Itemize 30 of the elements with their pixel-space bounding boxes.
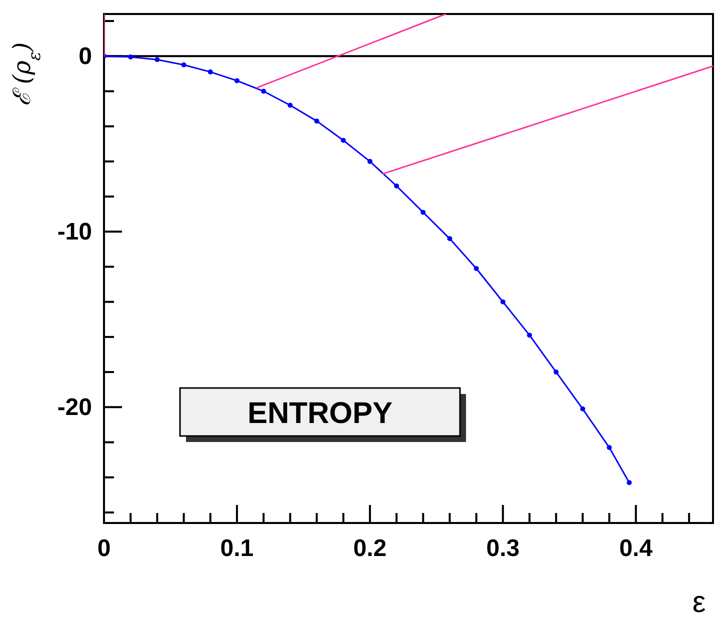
x-tick-label: 0: [97, 535, 111, 562]
y-tick-label: -20: [57, 394, 92, 422]
point: [554, 370, 559, 375]
point: [447, 236, 452, 242]
point: [367, 158, 372, 164]
y-tick-label: 0: [78, 43, 92, 70]
point: [394, 184, 400, 189]
x-tick-label: 0.3: [486, 535, 520, 562]
point: [128, 54, 134, 60]
x-axis-title: ε: [692, 586, 706, 619]
point: [234, 78, 240, 84]
x-tick-label: 0.4: [619, 535, 654, 562]
point: [314, 118, 320, 124]
point: [288, 102, 293, 108]
point: [527, 332, 532, 338]
point: [181, 62, 186, 68]
point: [626, 480, 632, 486]
point: [474, 266, 479, 271]
point: [580, 406, 586, 412]
y-tick-label: -10: [57, 218, 92, 246]
x-tick-label: 0.1: [220, 535, 254, 562]
point: [154, 57, 160, 62]
annotation: ENTROPY: [247, 397, 393, 430]
point: [340, 138, 346, 143]
point: [500, 299, 506, 304]
point: [261, 88, 266, 94]
point: [606, 445, 612, 450]
point: [420, 210, 426, 215]
point: [208, 69, 213, 74]
x-tick-label: 0.2: [353, 535, 387, 562]
